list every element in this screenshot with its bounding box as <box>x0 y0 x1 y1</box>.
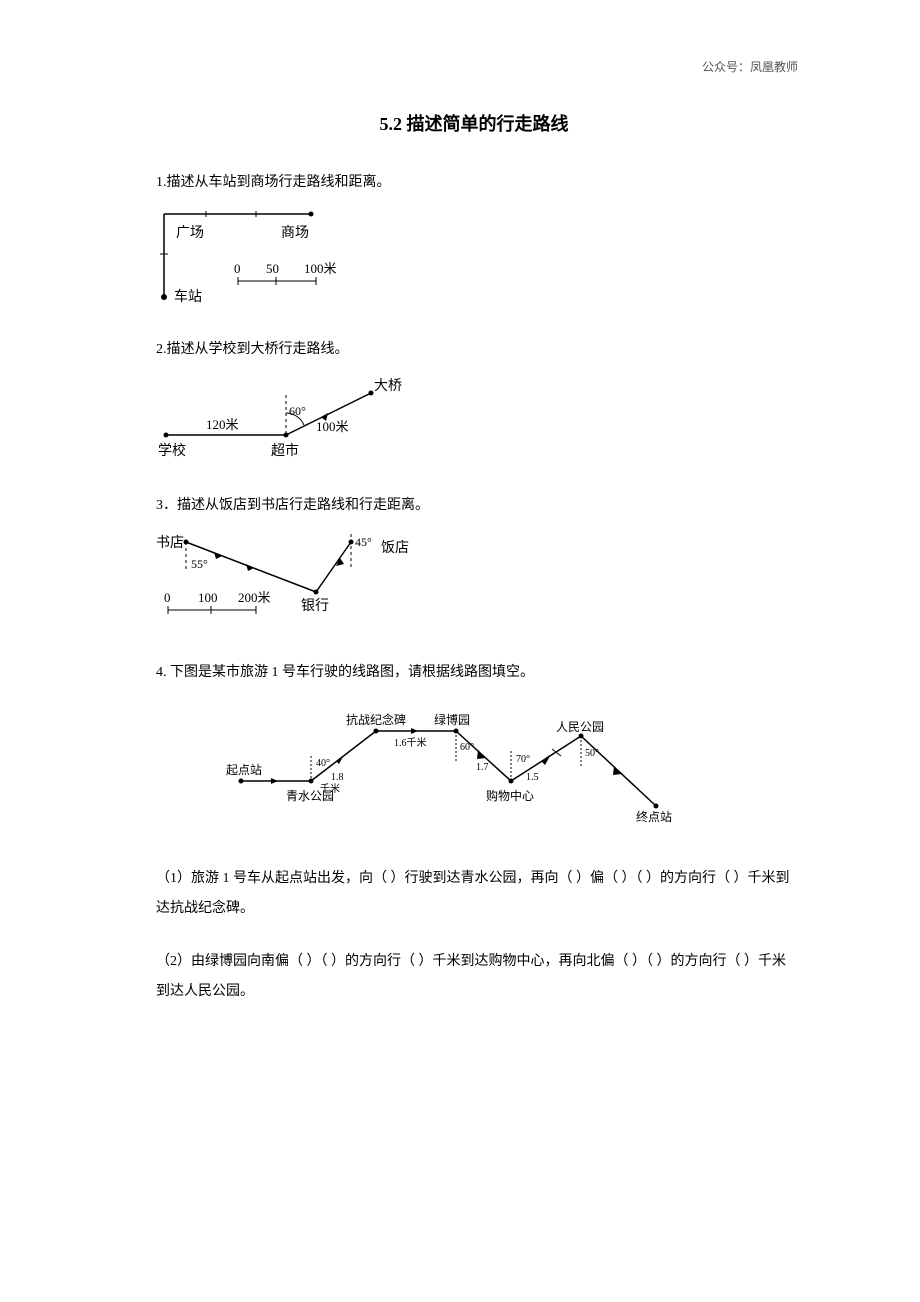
label-bookstore: 书店 <box>156 535 184 551</box>
label-square: 广场 <box>176 225 204 241</box>
label-renmin: 人民公园 <box>556 720 604 734</box>
label-kangzhan: 抗战纪念碑 <box>346 712 406 727</box>
diagram-4: 起点站 青水公园 抗战纪念碑 绿博园 购物中心 人民公园 终点站 40° 1.8… <box>216 706 792 836</box>
label-angle3-q4: 70° <box>516 754 530 765</box>
label-lvbo: 绿博园 <box>434 712 470 727</box>
label-angle1: 55° <box>191 557 208 571</box>
label-angle2: 45° <box>355 535 372 549</box>
label-market: 超市 <box>271 442 299 459</box>
label-bridge: 大桥 <box>374 378 402 394</box>
scale-50: 50 <box>266 261 279 276</box>
label-dist2: 100米 <box>316 419 349 434</box>
diagram-2: 120米 60° 100米 大桥 学校 超市 <box>156 375 792 465</box>
question-4-sub2: （2）由绿博园向南偏（ ）（ ）的方向行（ ）千米到达购物中心，再向北偏（ ）（… <box>156 947 792 1006</box>
label-dist3-q4: 1.7 <box>476 762 489 773</box>
label-bank: 银行 <box>301 598 329 614</box>
label-angle1-q4: 40° <box>316 758 330 769</box>
label-dist4-q4: 1.5 <box>526 772 539 783</box>
label-dist1-q4: 1.8 <box>331 772 344 783</box>
label-shopping: 购物中心 <box>486 788 534 803</box>
scale-0: 0 <box>234 261 241 276</box>
label-angle: 60° <box>289 404 306 418</box>
diagram-3: 书店 55° 45° 饭店 银行 0 100 200米 <box>156 532 792 632</box>
question-4: 4. 下图是某市旅游 1 号车行驶的线路图，请根据线路图填空。 <box>156 660 792 687</box>
diagram-1: 广场 商场 车站 0 50 100米 <box>156 209 792 309</box>
page-content: 5.2 描述简单的行走路线 1.描述从车站到商场行走路线和距离。 广场 商场 车… <box>0 0 920 1006</box>
label-dist1: 120米 <box>206 417 239 432</box>
watermark: 公众号：凤凰教师 <box>702 58 798 75</box>
label-dist1u-q4: 千米 <box>320 782 340 795</box>
label-station: 车站 <box>174 288 202 305</box>
label-angle4-q4: 50° <box>585 748 599 759</box>
label-angle2-q4: 60° <box>460 742 474 753</box>
question-2: 2.描述从学校到大桥行走路线。 <box>156 337 792 364</box>
page-title: 5.2 描述简单的行走路线 <box>156 110 792 136</box>
question-4-sub1: （1）旅游 1 号车从起点站出发，向（ ）行驶到达青水公园，再向（ ）偏（ ）（… <box>156 864 792 923</box>
label-restaurant: 饭店 <box>381 540 409 556</box>
question-3: 3．描述从饭店到书店行走路线和行走距离。 <box>156 493 792 520</box>
label-mall: 商场 <box>281 225 309 241</box>
label-start: 起点站 <box>226 763 262 777</box>
label-school: 学校 <box>158 442 186 459</box>
scale-100: 100米 <box>304 261 337 276</box>
scale-200-q3: 200米 <box>238 590 271 605</box>
scale-0-q3: 0 <box>164 590 171 605</box>
scale-100-q3: 100 <box>198 590 218 605</box>
label-end: 终点站 <box>636 809 672 824</box>
label-dist2-q4: 1.6千米 <box>394 736 427 749</box>
question-1: 1.描述从车站到商场行走路线和距离。 <box>156 170 792 197</box>
